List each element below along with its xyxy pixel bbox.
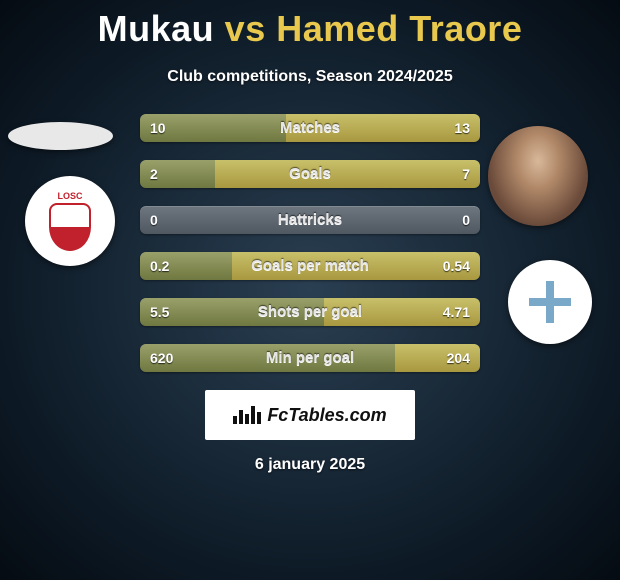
branding-badge: FcTables.com [205, 390, 415, 440]
branding-bars-icon [233, 406, 261, 424]
stat-row: 27Goals [140, 160, 480, 188]
branding-text: FcTables.com [267, 405, 386, 426]
club1-abbr: LOSC [57, 191, 82, 201]
stat-label: Matches [140, 114, 480, 142]
stat-row: 620204Min per goal [140, 344, 480, 372]
snapshot-date: 6 january 2025 [0, 456, 620, 474]
comparison-title: Mukau vs Hamed Traore [0, 0, 620, 50]
stat-label: Goals per match [140, 252, 480, 280]
club1-crest-icon [49, 203, 91, 251]
player2-club-badge [508, 260, 592, 344]
stat-label: Hattricks [140, 206, 480, 234]
stat-row: 0.20.54Goals per match [140, 252, 480, 280]
stat-label: Goals [140, 160, 480, 188]
player1-avatar [8, 122, 113, 150]
stat-row: 1013Matches [140, 114, 480, 142]
vs-label: vs [225, 8, 266, 49]
stat-label: Shots per goal [140, 298, 480, 326]
player2-name: Hamed Traore [276, 8, 522, 49]
player1-club-badge: LOSC [25, 176, 115, 266]
stats-container: 1013Matches 27Goals 00Hattricks 0.20.54Goal… [140, 114, 480, 372]
stat-row: 5.54.71Shots per goal [140, 298, 480, 326]
player2-avatar [488, 126, 588, 226]
stat-label: Min per goal [140, 344, 480, 372]
stat-row: 00Hattricks [140, 206, 480, 234]
club2-cross-icon [525, 277, 575, 327]
season-subtitle: Club competitions, Season 2024/2025 [0, 68, 620, 86]
player1-name: Mukau [98, 8, 215, 49]
